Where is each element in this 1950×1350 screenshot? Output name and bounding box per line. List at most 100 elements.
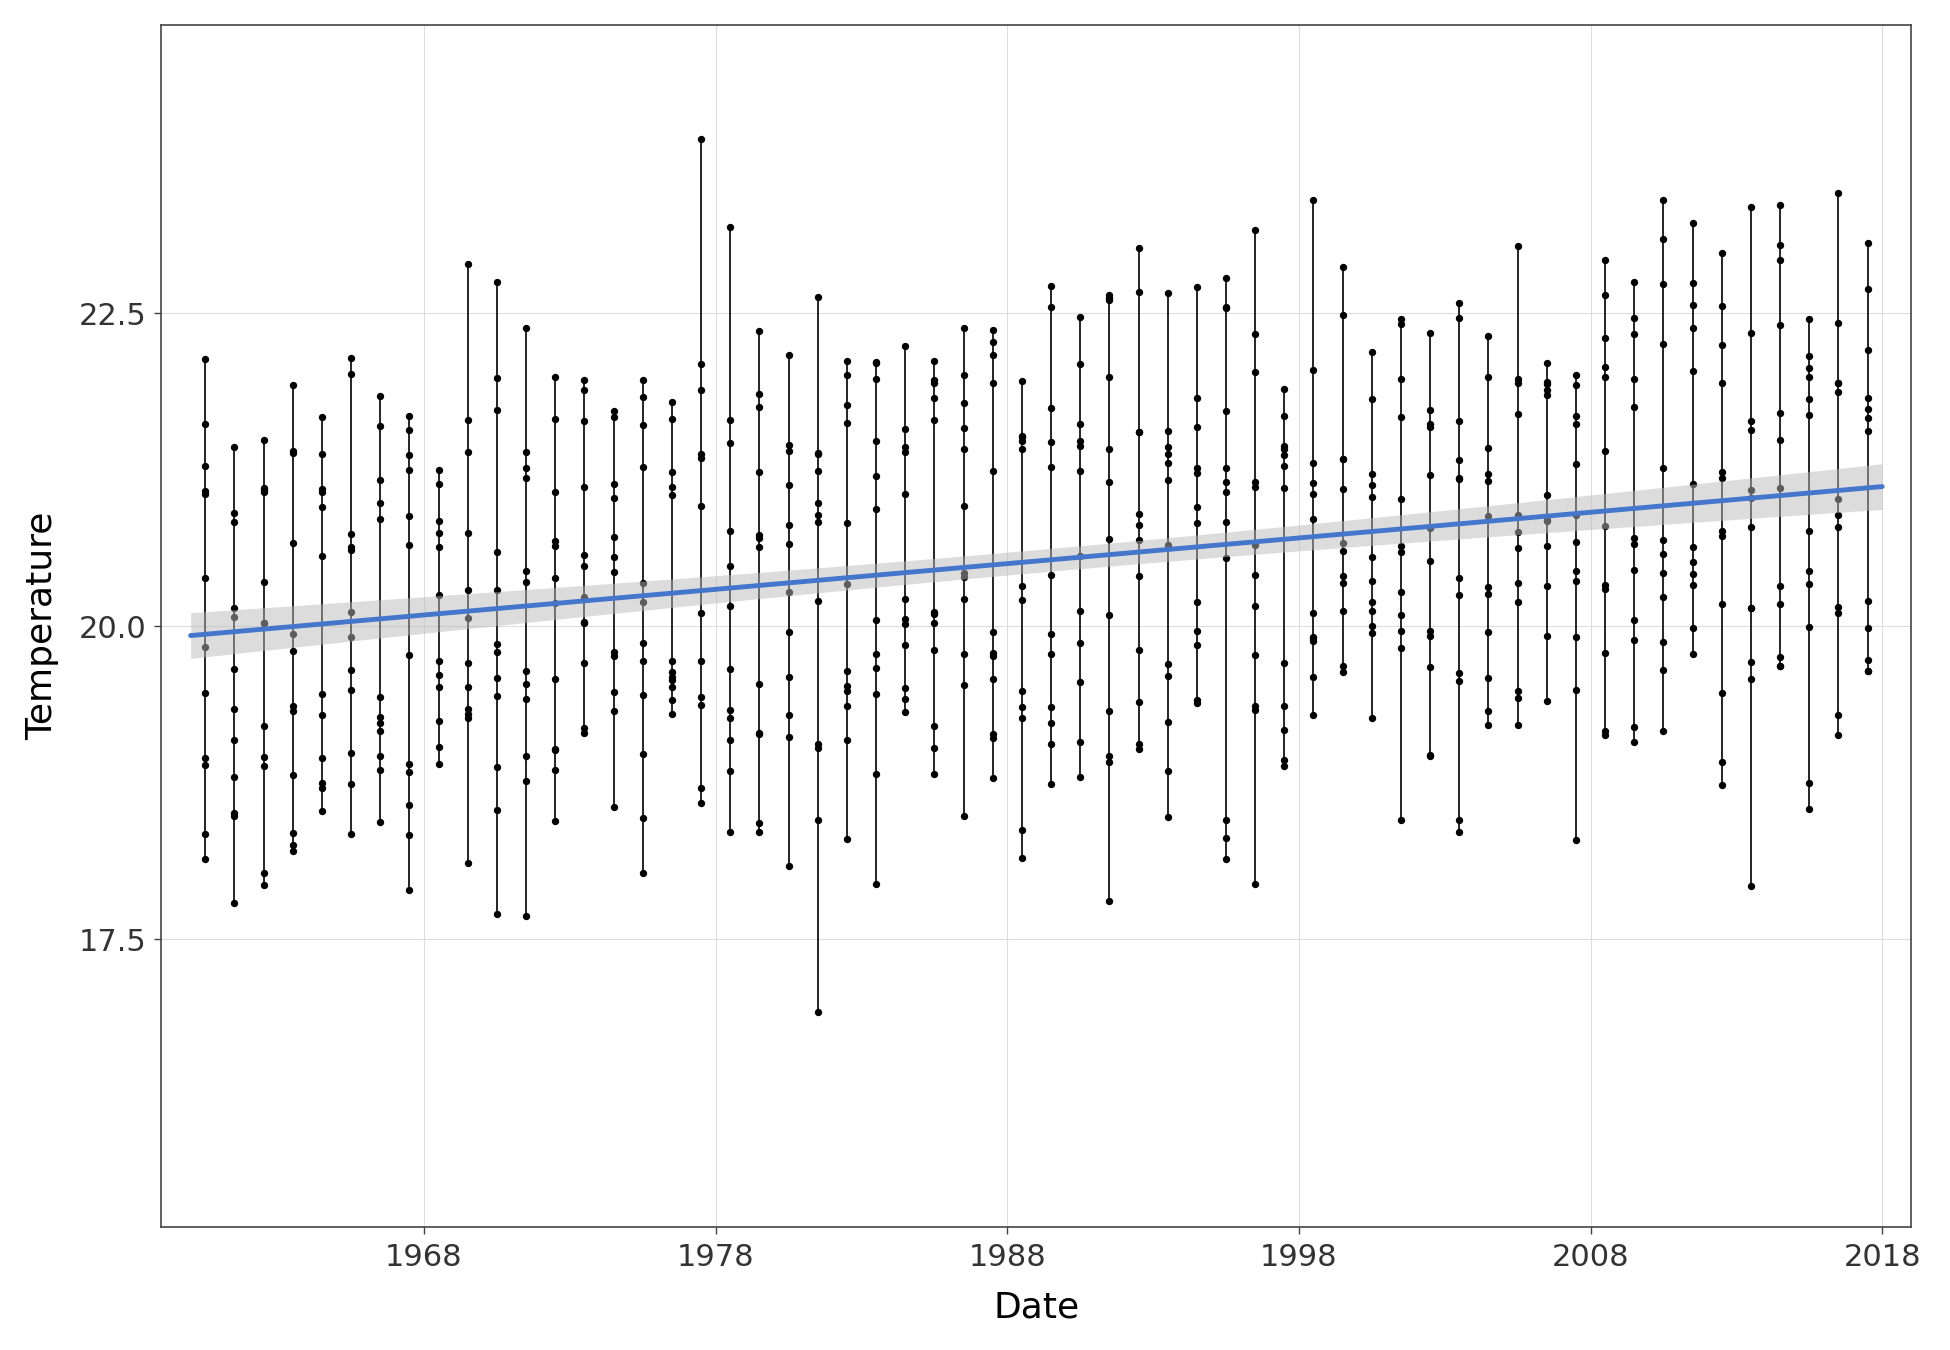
Point bbox=[628, 684, 659, 706]
Point bbox=[1384, 406, 1416, 428]
Point bbox=[743, 821, 774, 842]
Point bbox=[1443, 670, 1474, 691]
Point bbox=[977, 621, 1008, 643]
Point bbox=[1823, 373, 1854, 394]
Point bbox=[1094, 471, 1125, 493]
Point bbox=[511, 441, 542, 463]
Point bbox=[1765, 656, 1796, 678]
Point bbox=[628, 414, 659, 436]
Point bbox=[1472, 463, 1503, 485]
Point bbox=[1706, 525, 1737, 547]
Point bbox=[1240, 323, 1271, 344]
Point bbox=[1794, 772, 1825, 794]
Point bbox=[1182, 591, 1213, 613]
Point bbox=[801, 1000, 833, 1022]
Point bbox=[1123, 236, 1154, 258]
Point bbox=[1006, 680, 1037, 702]
Point bbox=[1299, 483, 1330, 505]
Point bbox=[452, 522, 484, 544]
Point bbox=[948, 589, 979, 610]
Point bbox=[1299, 703, 1330, 725]
Point bbox=[628, 649, 659, 671]
Point bbox=[948, 562, 979, 583]
Point bbox=[569, 379, 601, 401]
Point bbox=[423, 676, 454, 698]
Point bbox=[569, 477, 601, 498]
Point bbox=[1765, 402, 1796, 424]
Point bbox=[1123, 421, 1154, 443]
Point bbox=[482, 579, 513, 601]
Point bbox=[306, 443, 337, 464]
Point bbox=[1677, 317, 1708, 339]
Point bbox=[1065, 413, 1096, 435]
Point bbox=[657, 392, 688, 413]
Point bbox=[1560, 829, 1591, 850]
Point bbox=[277, 624, 308, 645]
Point bbox=[628, 743, 659, 764]
Point bbox=[1065, 435, 1096, 456]
Point bbox=[1648, 562, 1679, 583]
Point bbox=[1123, 640, 1154, 662]
Point bbox=[394, 444, 425, 466]
Point bbox=[189, 481, 220, 502]
Point bbox=[248, 875, 279, 896]
Point bbox=[277, 834, 308, 856]
Point bbox=[248, 571, 279, 593]
Point bbox=[394, 794, 425, 815]
Point bbox=[452, 707, 484, 729]
Point bbox=[1531, 373, 1562, 394]
Point bbox=[277, 441, 308, 463]
Point bbox=[540, 567, 571, 589]
Point bbox=[1006, 425, 1037, 447]
Point bbox=[1182, 497, 1213, 518]
Point bbox=[1852, 387, 1884, 409]
Point bbox=[714, 432, 745, 454]
Point bbox=[569, 717, 601, 738]
Point bbox=[1328, 256, 1359, 278]
Point bbox=[1269, 444, 1301, 466]
Point bbox=[1852, 660, 1884, 682]
Point bbox=[1618, 629, 1650, 651]
Point bbox=[1736, 517, 1767, 539]
Point bbox=[248, 481, 279, 502]
Point bbox=[599, 645, 630, 667]
Point bbox=[918, 639, 950, 660]
Point bbox=[1736, 598, 1767, 620]
Point bbox=[1794, 617, 1825, 639]
Point bbox=[1677, 563, 1708, 585]
Point bbox=[889, 589, 920, 610]
Point bbox=[977, 645, 1008, 667]
Point bbox=[1852, 398, 1884, 420]
Point bbox=[1123, 529, 1154, 551]
Point bbox=[918, 612, 950, 633]
Point bbox=[889, 436, 920, 458]
Point bbox=[1094, 891, 1125, 913]
Point bbox=[1123, 738, 1154, 760]
Point bbox=[1211, 471, 1242, 493]
Point bbox=[1823, 505, 1854, 526]
Point bbox=[1502, 572, 1533, 594]
Point bbox=[218, 729, 250, 751]
Point bbox=[628, 632, 659, 653]
Point bbox=[394, 753, 425, 775]
Point bbox=[831, 364, 862, 386]
Point bbox=[482, 400, 513, 421]
Point bbox=[1823, 703, 1854, 725]
Point bbox=[306, 778, 337, 799]
Point bbox=[394, 405, 425, 427]
Point bbox=[918, 601, 950, 622]
Point bbox=[1472, 714, 1503, 736]
Point bbox=[1531, 485, 1562, 506]
Point bbox=[801, 443, 833, 464]
Point bbox=[569, 586, 601, 608]
Point bbox=[948, 364, 979, 386]
Point bbox=[248, 863, 279, 884]
Point bbox=[1794, 520, 1825, 541]
Point bbox=[772, 435, 803, 456]
Point bbox=[1823, 489, 1854, 510]
Point bbox=[189, 348, 220, 370]
Point bbox=[657, 660, 688, 682]
Point bbox=[1094, 701, 1125, 722]
Point bbox=[1355, 622, 1386, 644]
Point bbox=[1240, 644, 1271, 666]
